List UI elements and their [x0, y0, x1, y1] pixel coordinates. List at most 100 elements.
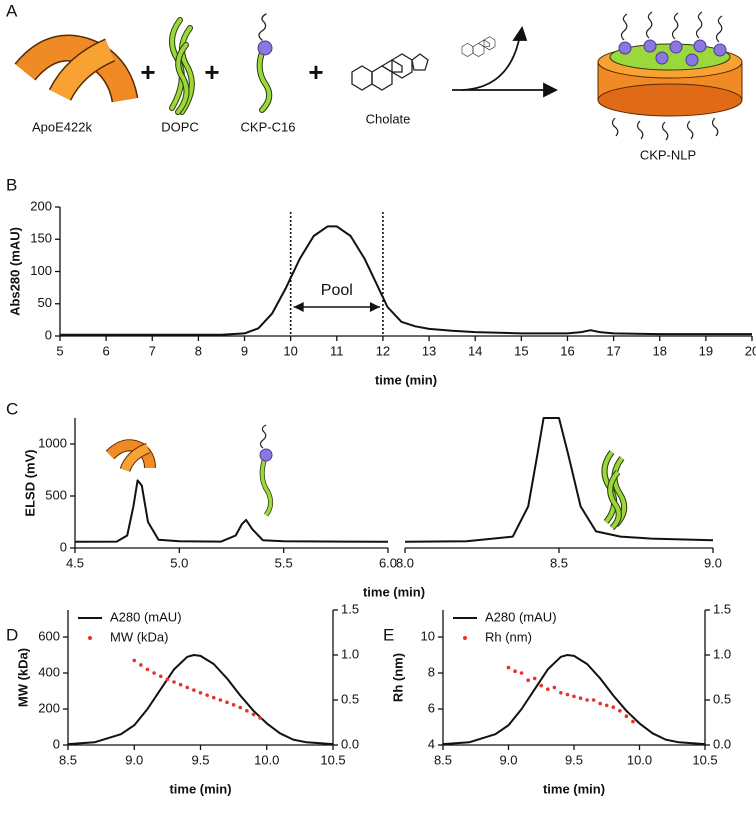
scheme-label: Cholate — [366, 111, 411, 126]
x-tick-label: 8.5 — [59, 752, 77, 767]
pool-arrowhead — [293, 302, 380, 312]
data-point — [598, 701, 602, 706]
x-tick-label: 10 — [283, 343, 297, 358]
y-tick-label: 1.5 — [713, 601, 731, 616]
x-tick-label: 19 — [699, 343, 713, 358]
x-tick-label: 10.5 — [692, 752, 717, 767]
data-point — [165, 677, 170, 682]
x-tick-label: 9.5 — [565, 752, 583, 767]
x-tick-label: 10.0 — [627, 752, 652, 767]
data-point — [158, 674, 163, 679]
y-axis-label: MW (kDa) — [15, 648, 30, 707]
x-tick-label: 16 — [560, 343, 574, 358]
x-tick-label: 17 — [606, 343, 620, 358]
x-tick-label: 9.0 — [704, 555, 722, 570]
trace — [442, 654, 706, 746]
y-tick-label: 10 — [421, 628, 435, 643]
x-tick-label: 10.0 — [254, 752, 279, 767]
scheme-label: CKP-NLP — [640, 147, 696, 162]
data-point — [559, 691, 563, 695]
panel-letter: E — [383, 625, 394, 644]
y-axis-label: Rh (nm) — [390, 653, 405, 702]
y-axis-label: ELSD (mV) — [22, 449, 37, 516]
x-tick-label: 10.5 — [320, 752, 345, 767]
data-point — [624, 714, 629, 718]
x-tick-label: 6 — [103, 343, 110, 358]
ckp-icon — [256, 13, 273, 113]
data-point — [251, 712, 256, 717]
x-tick-label: 8.5 — [434, 752, 452, 767]
data-point — [198, 691, 203, 695]
x-tick-label: 9.0 — [499, 752, 517, 767]
x-tick-label: 5.0 — [170, 555, 188, 570]
y-tick-label: 1000 — [38, 435, 67, 450]
plus: + — [308, 57, 323, 87]
nlp-icon — [597, 11, 743, 141]
data-point — [245, 709, 249, 713]
data-point — [565, 692, 570, 697]
data-point — [578, 696, 583, 700]
y-tick-label: 1.0 — [713, 646, 731, 661]
data-point — [205, 693, 209, 697]
data-point — [178, 682, 183, 687]
y-tick-label: 400 — [38, 664, 60, 679]
legend-marker — [88, 636, 92, 640]
data-point — [211, 695, 216, 700]
y-tick-label: 150 — [30, 231, 52, 246]
x-tick-label: 20 — [745, 343, 756, 358]
y-tick-label: 8 — [428, 664, 435, 679]
data-point — [238, 705, 243, 710]
scheme-label: CKP-C16 — [241, 119, 296, 134]
data-point — [526, 678, 530, 682]
reaction-arrow — [452, 25, 559, 98]
y-tick-label: 0.5 — [341, 691, 359, 706]
legend-label: Rh (nm) — [485, 629, 532, 644]
x-tick-label: 6.0 — [379, 555, 397, 570]
panel-letter: A — [6, 1, 18, 20]
data-point — [231, 703, 236, 707]
data-point — [225, 700, 229, 705]
y-tick-label: 0.0 — [713, 736, 731, 751]
data-point — [546, 687, 550, 691]
y-axis-label: Abs280 (mAU) — [7, 227, 22, 316]
data-point — [506, 665, 511, 670]
scheme-label: ApoE422k — [32, 119, 92, 134]
data-point — [132, 658, 137, 663]
y-tick-label: 500 — [45, 487, 67, 502]
data-point — [172, 680, 176, 684]
data-point — [185, 685, 190, 690]
trace — [74, 479, 389, 543]
x-axis-label: time (min) — [543, 781, 605, 796]
y-tick-label: 0 — [45, 327, 52, 342]
data-point — [145, 667, 150, 672]
data-point — [532, 676, 537, 681]
x-tick-label: 15 — [514, 343, 528, 358]
y-tick-label: 0.5 — [713, 691, 731, 706]
trace — [60, 225, 752, 336]
scheme: A ApoE422k + DOPC + CKP-C16 + — [6, 1, 743, 162]
panel-letter: B — [6, 175, 17, 194]
y-tick-label: 0.0 — [341, 736, 359, 751]
y-tick-label: 4 — [428, 736, 435, 751]
data-point — [572, 694, 576, 699]
x-tick-label: 5 — [56, 343, 63, 358]
data-point — [618, 709, 622, 713]
data-point — [192, 688, 196, 692]
data-point — [258, 716, 262, 720]
y-tick-label: 50 — [38, 295, 52, 310]
x-tick-label: 9 — [241, 343, 248, 358]
data-point — [585, 698, 589, 702]
data-point — [139, 663, 143, 667]
x-tick-label: 18 — [652, 343, 666, 358]
x-tick-label: 12 — [376, 343, 390, 358]
y-tick-label: 100 — [30, 263, 52, 278]
legend-label: A280 (mAU) — [110, 609, 182, 624]
x-tick-label: 8 — [195, 343, 202, 358]
panel-letter: C — [6, 399, 18, 418]
panel-letter: D — [6, 625, 18, 644]
plus: + — [204, 57, 219, 87]
dopc-icon — [169, 17, 195, 115]
data-point — [513, 669, 517, 673]
y-tick-label: 6 — [428, 700, 435, 715]
